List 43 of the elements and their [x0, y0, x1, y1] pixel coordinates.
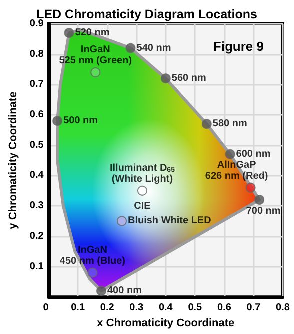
- y-axis-title: y Chromaticity Coordinate: [8, 92, 20, 230]
- y-tick-label: 0.9: [30, 18, 44, 30]
- point: [254, 195, 265, 205]
- y-tick-label: 0.1: [30, 261, 44, 272]
- point: [126, 43, 136, 54]
- y-tick-label: 0.3: [30, 200, 44, 212]
- x-tick-label: 0.8: [276, 302, 290, 314]
- x-tick-label: 0.3: [130, 302, 144, 314]
- point: [52, 116, 63, 126]
- annotation: 500 nm: [64, 116, 98, 127]
- point: [160, 74, 171, 84]
- x-tick-label: 0.1: [71, 302, 86, 314]
- y-tick-label: 0.5: [30, 140, 44, 151]
- x-tick-label: 0: [43, 302, 50, 314]
- y-tick-label: 0.2: [30, 230, 44, 242]
- y-tick-label: 0.4: [30, 170, 44, 182]
- y-tick-label: 0.7: [30, 79, 44, 90]
- point: [137, 186, 148, 196]
- annotation: 580 nm: [212, 118, 248, 130]
- x-axis-title: x Chromaticity Coordinate: [97, 318, 235, 330]
- annotation: CIE: [134, 200, 152, 212]
- point: [202, 119, 212, 130]
- point: [64, 28, 74, 38]
- x-tick-label: 0.5: [188, 302, 203, 314]
- x-tick-label: 0.2: [100, 302, 115, 314]
- annotation: 700 nm: [246, 206, 281, 217]
- x-tick-label: 0.6: [217, 302, 232, 314]
- annotation: 400 nm: [107, 286, 142, 297]
- point: [96, 286, 106, 296]
- annotation: 560 nm: [172, 73, 206, 84]
- annotation: 600 nm: [236, 148, 271, 160]
- x-tick-label: 0.7: [246, 302, 262, 314]
- x-tick-label: 0.4: [158, 302, 174, 314]
- y-tick-label: 0.8: [30, 48, 44, 60]
- point: [88, 268, 98, 278]
- point: [90, 68, 101, 78]
- point: [117, 216, 127, 226]
- y-tick-label: 0.6: [30, 110, 44, 121]
- annotation: Bluish White LED: [128, 216, 212, 227]
- point: [246, 182, 256, 193]
- annotation: Figure 9: [213, 39, 264, 54]
- annotation: 540 nm: [136, 42, 172, 54]
- point: [225, 149, 236, 160]
